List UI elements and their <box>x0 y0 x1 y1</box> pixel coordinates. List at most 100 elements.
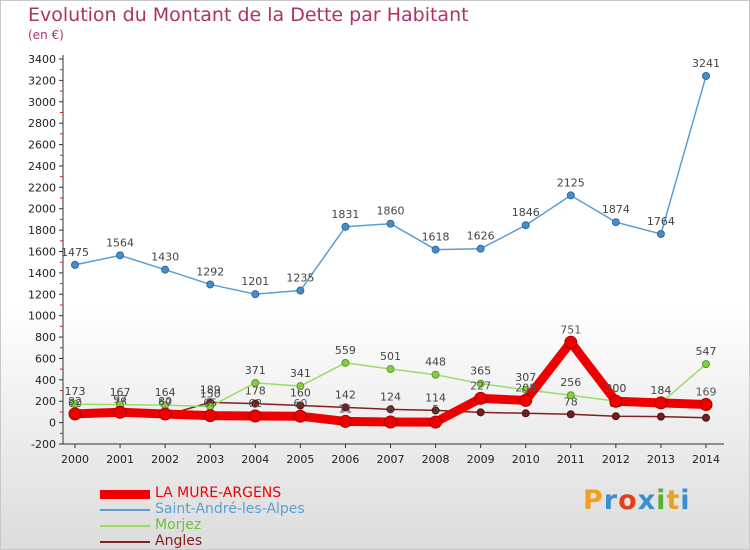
legend-label: Angles <box>155 533 203 549</box>
data-point <box>431 406 440 415</box>
data-point <box>429 415 443 429</box>
data-point <box>702 360 710 369</box>
chart-title: Evolution du Montant de la Dette par Hab… <box>28 4 469 26</box>
y-tick-label: 200 <box>35 395 56 408</box>
data-label: 1475 <box>61 246 89 259</box>
logo-letter: r <box>603 485 619 516</box>
data-point <box>566 410 575 419</box>
data-point <box>656 412 665 421</box>
data-point <box>431 370 440 379</box>
data-point <box>521 221 530 230</box>
y-tick-label: 3000 <box>28 96 56 109</box>
y-tick-label: 400 <box>35 374 56 387</box>
data-point <box>71 260 79 269</box>
y-tick-label: 1200 <box>28 288 56 301</box>
data-point <box>296 382 305 391</box>
data-point <box>476 379 485 388</box>
data-label: 371 <box>245 364 266 377</box>
y-tick-label: 600 <box>35 352 56 365</box>
data-label: 173 <box>65 385 86 398</box>
data-label: 1874 <box>602 203 630 216</box>
data-label: 2125 <box>557 176 585 189</box>
y-tick-label: 0 <box>49 417 56 430</box>
legend-label: Morjez <box>155 517 202 533</box>
data-label: 1846 <box>512 206 540 219</box>
logo-letter: t <box>666 485 681 516</box>
data-point <box>702 413 710 422</box>
data-label: 167 <box>110 386 131 399</box>
y-tick-label: 2400 <box>28 160 56 173</box>
series-1: 1475 1564 1430 1292 1201 1235 1831 1860 1618 1626… <box>61 57 720 299</box>
data-point <box>386 365 395 374</box>
x-tick-label: 2003 <box>196 453 224 466</box>
data-point <box>248 409 262 423</box>
data-point <box>251 378 260 387</box>
x-tick-label: 2001 <box>106 453 134 466</box>
data-label: 124 <box>380 390 401 403</box>
legend-swatch <box>100 489 150 499</box>
logo-letter: x <box>637 485 657 516</box>
y-tick-label: 1400 <box>28 267 56 280</box>
data-point <box>476 244 485 253</box>
y-tick-label: 1800 <box>28 224 56 237</box>
data-point <box>206 280 215 289</box>
data-point <box>566 191 575 200</box>
data-label: 501 <box>380 350 401 363</box>
y-tick-label: -200 <box>31 438 56 451</box>
data-point <box>296 286 305 295</box>
data-label: 142 <box>335 388 356 401</box>
data-label: 178 <box>245 385 266 398</box>
data-label: 78 <box>564 395 578 408</box>
data-label: 1618 <box>422 231 450 244</box>
x-tick-label: 2010 <box>512 453 540 466</box>
data-label: 307 <box>515 371 536 384</box>
proxiti-logo: Proxiti <box>583 485 691 516</box>
data-point <box>158 407 172 421</box>
data-point <box>699 398 713 412</box>
data-point <box>296 401 305 410</box>
data-label: 169 <box>696 386 717 399</box>
logo-letter: i <box>680 485 691 516</box>
y-tick-label: 1000 <box>28 310 56 323</box>
data-point <box>521 409 530 418</box>
data-label: 150 <box>200 388 221 401</box>
data-label: 559 <box>335 344 356 357</box>
x-tick-label: 2002 <box>151 453 179 466</box>
y-tick-label: 2200 <box>28 181 56 194</box>
data-point <box>116 251 125 260</box>
data-label: 1201 <box>241 275 269 288</box>
data-label: 365 <box>470 365 491 378</box>
data-point <box>386 405 395 414</box>
data-point <box>341 403 350 412</box>
data-label: 256 <box>560 376 581 389</box>
data-point <box>519 393 533 407</box>
x-tick-label: 2006 <box>331 453 359 466</box>
data-label: 1831 <box>331 208 359 221</box>
data-label: 547 <box>696 345 717 358</box>
data-label: 184 <box>650 384 671 397</box>
y-tick-label: 3400 <box>28 53 56 66</box>
data-point <box>161 265 170 274</box>
x-tick-label: 2011 <box>557 453 585 466</box>
y-tick-label: 2000 <box>28 203 56 216</box>
data-point <box>474 391 488 405</box>
data-label: 80 <box>158 395 172 408</box>
data-label: 189 <box>200 383 221 396</box>
x-tick-label: 2004 <box>241 453 269 466</box>
y-tick-label: 1600 <box>28 246 56 259</box>
data-point <box>338 414 352 428</box>
data-label: 1764 <box>647 215 675 228</box>
data-point <box>384 415 397 429</box>
data-point <box>251 290 260 299</box>
data-point <box>656 229 665 238</box>
data-label: 227 <box>470 379 491 392</box>
data-label: 1235 <box>286 272 314 285</box>
y-tick-label: 2800 <box>28 117 56 130</box>
legend-swatch <box>100 509 150 511</box>
data-point <box>611 412 620 421</box>
data-point <box>611 218 620 227</box>
data-point <box>293 409 307 423</box>
logo-letter: i <box>656 485 667 516</box>
legend-swatch <box>100 541 150 543</box>
